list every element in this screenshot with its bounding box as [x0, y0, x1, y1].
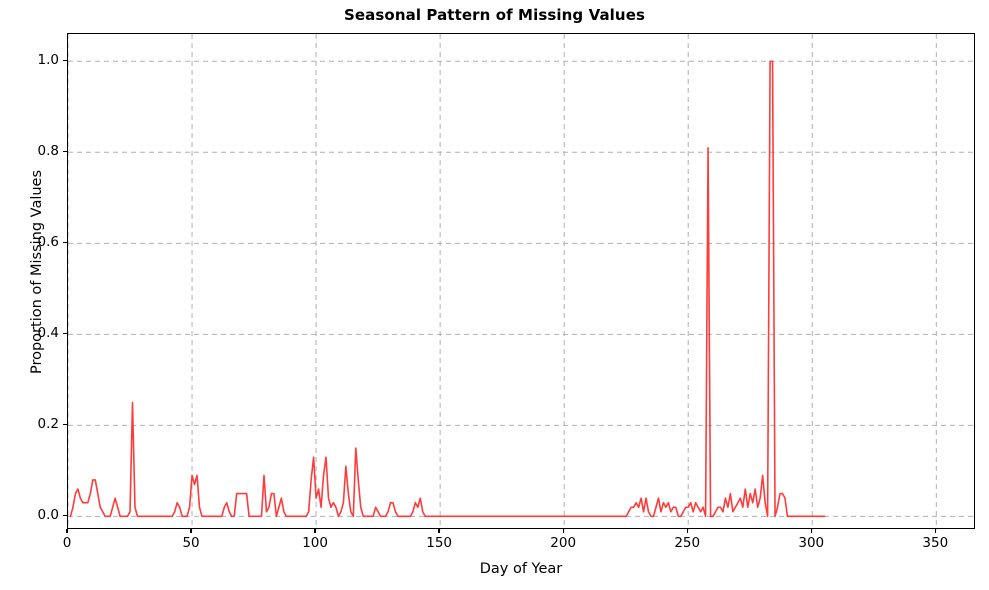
y-tick-label: 0.2	[37, 416, 59, 433]
x-tick-mark	[438, 529, 440, 533]
x-tick-label: 150	[426, 535, 453, 551]
y-tick-label: 0.8	[37, 143, 59, 160]
data-line	[69, 60, 826, 518]
x-tick-label: 350	[922, 535, 949, 551]
y-tick-label: 0.4	[37, 325, 59, 342]
x-axis-label: Day of Year	[479, 561, 563, 577]
x-tick-label: 250	[674, 535, 701, 551]
y-tick-label: 1.0	[37, 52, 59, 69]
x-tick-label: 200	[550, 535, 577, 551]
y-tick-label: 0.0	[37, 507, 59, 524]
plot-svg	[68, 34, 976, 530]
x-axis-tick-labels: 0 50 100 150 200 250 300 350	[0, 535, 989, 559]
y-tick-mark	[63, 241, 67, 244]
x-tick-mark	[562, 529, 564, 533]
y-axis-tick-labels: 0.0 0.2 0.4 0.6 0.8 1.0	[0, 0, 59, 590]
x-tick-mark	[810, 529, 812, 533]
y-tick-mark	[63, 150, 67, 153]
y-tick-mark	[63, 332, 67, 335]
y-tick-mark	[63, 514, 67, 517]
grid-lines	[68, 34, 976, 530]
x-tick-label: 300	[798, 535, 825, 551]
y-tick-mark	[63, 59, 67, 62]
x-tick-mark	[66, 529, 68, 533]
x-tick-mark	[314, 529, 316, 533]
y-tick-mark	[63, 423, 67, 426]
x-tick-mark	[686, 529, 688, 533]
data-series-layer	[69, 60, 826, 518]
x-tick-label: 50	[182, 535, 200, 551]
x-tick-mark	[934, 529, 936, 533]
plot-area	[67, 33, 976, 530]
chart-title: Seasonal Pattern of Missing Values	[343, 6, 645, 24]
x-tick-mark	[190, 529, 192, 533]
x-tick-label: 0	[62, 535, 72, 551]
x-tick-label: 100	[302, 535, 328, 551]
y-tick-label: 0.6	[37, 234, 59, 251]
